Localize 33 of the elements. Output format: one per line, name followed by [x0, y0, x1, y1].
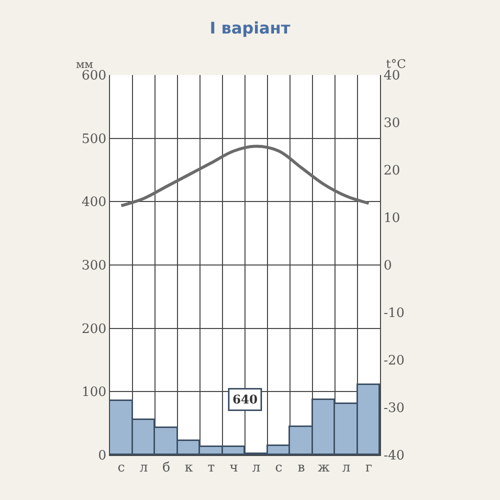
- y-tick-label: 500: [82, 132, 106, 147]
- x-tick-label: т: [208, 460, 215, 476]
- line-series: [120, 144, 370, 208]
- x-tick-label: ж: [318, 460, 330, 476]
- y2-tick-label: 0: [384, 258, 392, 274]
- y2-tick-label: 30: [384, 116, 400, 132]
- x-tick-label: л: [252, 460, 260, 476]
- y-tick-label: 300: [82, 258, 106, 274]
- y2-tick-label: -20: [384, 354, 405, 369]
- x-tick-label: в: [298, 460, 305, 476]
- x-tick-label: л: [140, 460, 148, 476]
- y2-tick-label: -30: [384, 401, 405, 416]
- y-tick-label: 100: [82, 385, 106, 400]
- y-tick-label: 400: [82, 195, 106, 210]
- y-tick-label: 0: [98, 448, 106, 464]
- x-tick-label: б: [162, 460, 170, 476]
- x-tick-label: ч: [229, 460, 238, 476]
- y2-axis-title: t°C: [386, 57, 406, 71]
- x-tick-label: с: [118, 460, 125, 476]
- x-tick-label: л: [342, 460, 350, 476]
- x-tick-label: с: [275, 460, 282, 476]
- chart-title: І варіант: [210, 18, 291, 38]
- y-axis-title: мм: [76, 58, 94, 71]
- y2-tick-label: 40: [384, 68, 400, 84]
- y2-tick-label: 20: [384, 164, 400, 179]
- y2-tick-label: 10: [384, 211, 400, 226]
- y-tick-label: 200: [82, 322, 106, 337]
- annotation: 640: [232, 392, 258, 406]
- x-tick-label: г: [365, 460, 372, 476]
- y-tick-label: 600: [82, 68, 106, 84]
- x-tick-label: к: [184, 460, 193, 476]
- y2-tick-label: -40: [384, 448, 405, 464]
- y2-tick-label: -10: [384, 306, 405, 322]
